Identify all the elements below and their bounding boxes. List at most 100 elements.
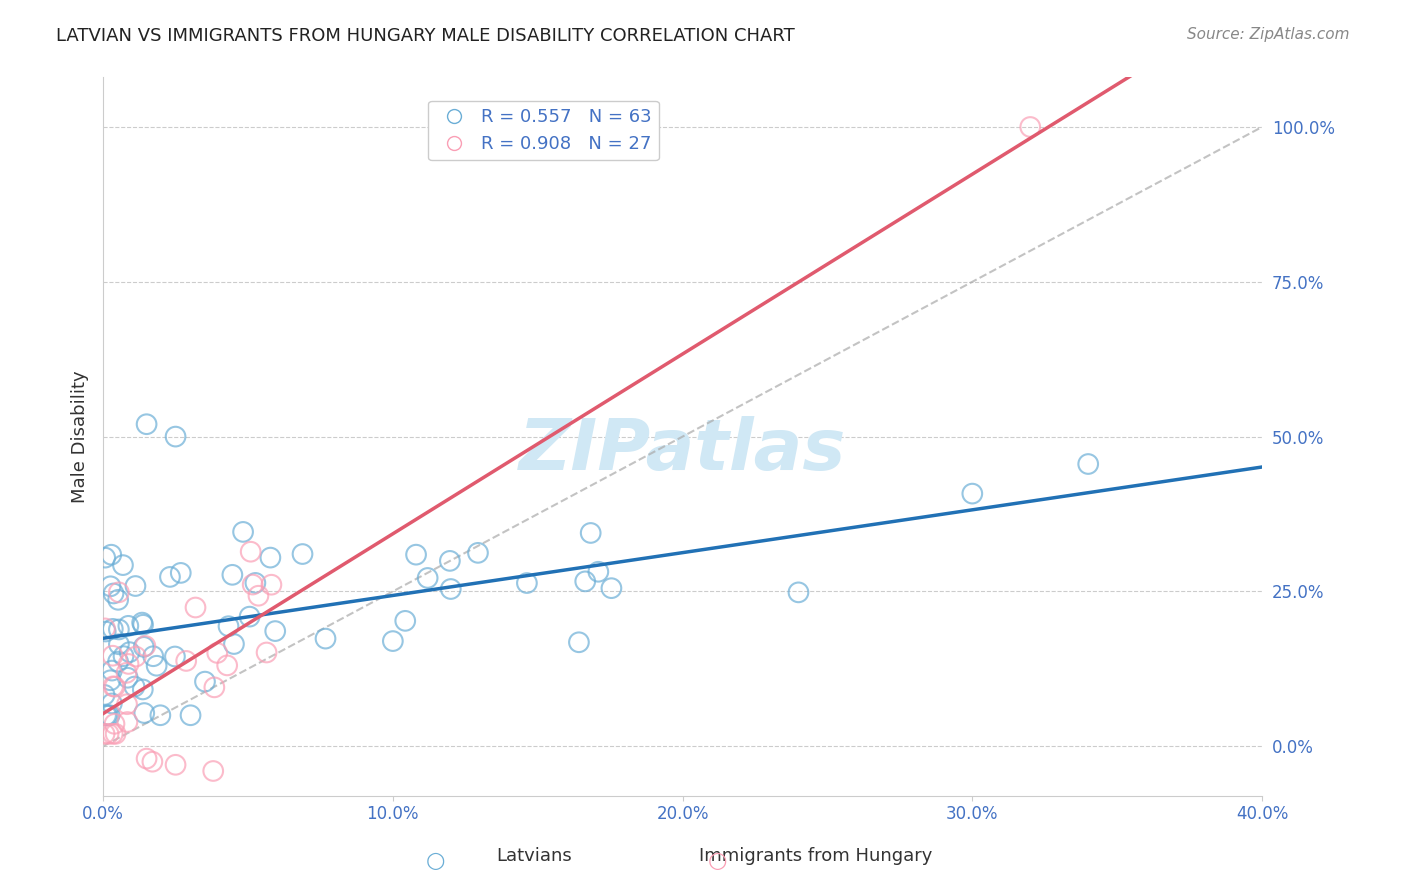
Point: [194, 674, 217, 689]
Point: [174, 654, 197, 668]
Point: [94, 708, 117, 723]
Point: [568, 635, 591, 649]
Point: [259, 550, 281, 565]
Point: [117, 619, 139, 633]
Point: [104, 727, 127, 741]
Point: [142, 649, 165, 664]
Point: [202, 764, 225, 778]
Point: [245, 575, 267, 590]
Point: [94, 621, 117, 635]
Point: [101, 648, 124, 663]
Point: [221, 567, 243, 582]
Point: [574, 574, 596, 589]
Point: [93, 688, 115, 702]
Point: [291, 547, 314, 561]
Point: [118, 645, 141, 659]
Point: [588, 565, 610, 579]
Point: [141, 755, 163, 769]
Point: [117, 671, 139, 685]
Text: ○: ○: [426, 851, 446, 871]
Y-axis label: Male Disability: Male Disability: [72, 370, 89, 503]
Point: [101, 727, 124, 741]
Point: [394, 614, 416, 628]
Point: [787, 585, 810, 599]
Legend: R = 0.557   N = 63, R = 0.908   N = 27: R = 0.557 N = 63, R = 0.908 N = 27: [429, 101, 658, 161]
Point: [132, 682, 155, 697]
Point: [103, 716, 125, 731]
Point: [135, 417, 157, 432]
Point: [264, 624, 287, 638]
Text: Immigrants from Hungary: Immigrants from Hungary: [699, 847, 932, 865]
Point: [100, 579, 122, 593]
Point: [242, 577, 264, 591]
Point: [107, 655, 129, 669]
Point: [124, 680, 146, 694]
Point: [222, 637, 245, 651]
Text: LATVIAN VS IMMIGRANTS FROM HUNGARY MALE DISABILITY CORRELATION CHART: LATVIAN VS IMMIGRANTS FROM HUNGARY MALE …: [56, 27, 794, 45]
Point: [98, 708, 121, 723]
Point: [579, 525, 602, 540]
Point: [108, 637, 131, 651]
Point: [103, 679, 125, 693]
Point: [962, 486, 984, 500]
Point: [101, 622, 124, 636]
Point: [202, 681, 225, 695]
Point: [516, 576, 538, 591]
Point: [184, 600, 207, 615]
Point: [94, 550, 117, 565]
Point: [145, 658, 167, 673]
Point: [103, 586, 125, 600]
Point: [112, 649, 135, 664]
Point: [97, 727, 120, 741]
Point: [440, 582, 463, 596]
Point: [159, 570, 181, 584]
Point: [217, 658, 239, 673]
Point: [111, 558, 134, 573]
Point: [260, 578, 283, 592]
Text: Latvians: Latvians: [496, 847, 572, 865]
Point: [1077, 457, 1099, 471]
Point: [101, 664, 124, 678]
Point: [256, 645, 278, 659]
Point: [232, 524, 254, 539]
Point: [108, 623, 131, 637]
Text: ○: ○: [707, 851, 727, 871]
Point: [239, 609, 262, 624]
Point: [132, 617, 155, 632]
Point: [165, 429, 187, 443]
Point: [94, 624, 117, 639]
Point: [247, 589, 270, 603]
Point: [125, 649, 148, 664]
Point: [165, 757, 187, 772]
Point: [115, 665, 138, 680]
Point: [104, 680, 127, 694]
Text: Source: ZipAtlas.com: Source: ZipAtlas.com: [1187, 27, 1350, 42]
Text: ZIPatlas: ZIPatlas: [519, 417, 846, 485]
Point: [207, 646, 229, 660]
Point: [134, 639, 156, 653]
Point: [149, 708, 172, 723]
Point: [107, 592, 129, 607]
Point: [315, 632, 337, 646]
Point: [218, 619, 240, 633]
Point: [180, 708, 202, 723]
Point: [135, 751, 157, 765]
Point: [93, 727, 115, 741]
Point: [439, 554, 461, 568]
Point: [467, 546, 489, 560]
Point: [101, 697, 124, 711]
Point: [100, 673, 122, 688]
Point: [97, 708, 120, 723]
Point: [115, 697, 138, 711]
Point: [108, 585, 131, 599]
Point: [163, 649, 186, 664]
Point: [117, 657, 139, 671]
Point: [100, 548, 122, 562]
Point: [131, 615, 153, 630]
Point: [381, 634, 404, 648]
Point: [134, 706, 156, 720]
Point: [117, 714, 139, 729]
Point: [416, 571, 439, 585]
Point: [170, 566, 193, 580]
Point: [405, 548, 427, 562]
